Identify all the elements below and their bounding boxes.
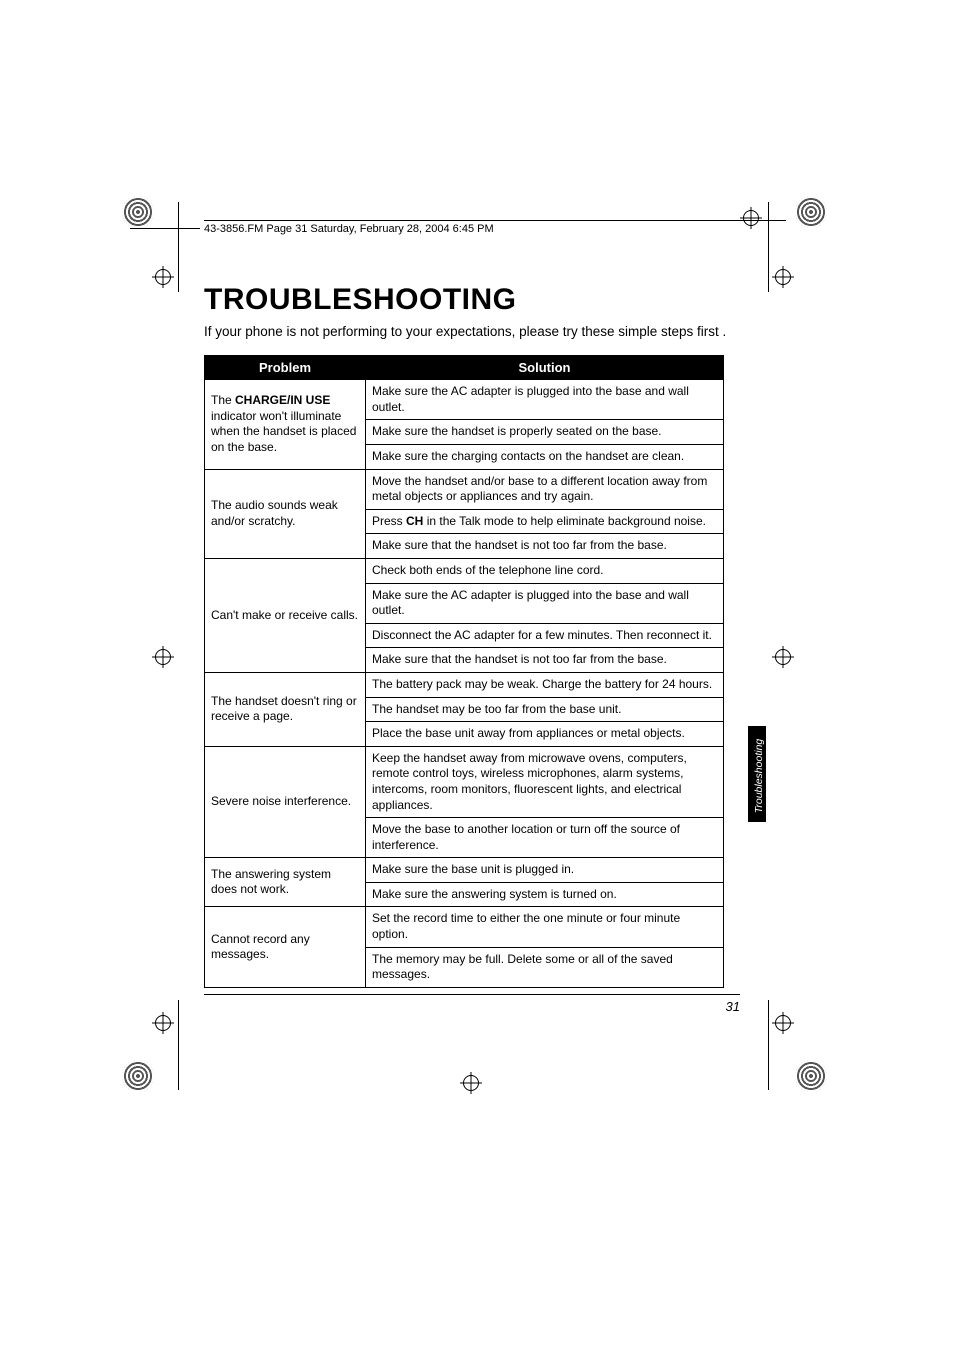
solution-cell: Make sure the base unit is plugged in. — [366, 858, 724, 883]
solution-cell: Make sure the charging contacts on the h… — [366, 445, 724, 470]
solution-cell: Press CH in the Talk mode to help elimin… — [366, 509, 724, 534]
table-row: The CHARGE/IN USE indicator won't illumi… — [205, 380, 724, 420]
page-title: Troubleshooting — [204, 283, 786, 317]
registration-mark-icon — [122, 1060, 154, 1092]
intro-paragraph: If your phone is not performing to your … — [204, 323, 786, 341]
problem-cell: Cannot record any messages. — [205, 907, 366, 987]
table-row: Severe noise interference.Keep the hands… — [205, 746, 724, 817]
problem-cell: Can't make or receive calls. — [205, 558, 366, 672]
crosshair-icon — [152, 646, 174, 668]
problem-cell: Severe noise interference. — [205, 746, 366, 858]
table-row: The answering system does not work.Make … — [205, 858, 724, 883]
registration-mark-icon — [795, 1060, 827, 1092]
table-row: Cannot record any messages.Set the recor… — [205, 907, 724, 947]
problem-cell: The CHARGE/IN USE indicator won't illumi… — [205, 380, 366, 469]
solution-cell: The memory may be full. Delete some or a… — [366, 947, 724, 987]
solution-cell: Disconnect the AC adapter for a few minu… — [366, 623, 724, 648]
solution-cell: Place the base unit away from appliances… — [366, 722, 724, 747]
solution-cell: Make sure that the handset is not too fa… — [366, 648, 724, 673]
crop-rule — [768, 1000, 769, 1090]
troubleshooting-table: Problem Solution The CHARGE/IN USE indic… — [204, 355, 724, 988]
registration-mark-icon — [122, 196, 154, 228]
crosshair-icon — [152, 1012, 174, 1034]
solution-cell: Make sure the answering system is turned… — [366, 882, 724, 907]
solution-cell: Set the record time to either the one mi… — [366, 907, 724, 947]
content-area: Troubleshooting If your phone is not per… — [204, 241, 786, 988]
solution-cell: Make sure the AC adapter is plugged into… — [366, 380, 724, 420]
crop-rule — [130, 228, 200, 229]
running-head: 43-3856.FM Page 31 Saturday, February 28… — [204, 221, 786, 241]
problem-cell: The audio sounds weak and/or scratchy. — [205, 469, 366, 558]
page-frame: 43-3856.FM Page 31 Saturday, February 28… — [204, 220, 786, 988]
crosshair-icon — [772, 1012, 794, 1034]
solution-cell: Make sure the AC adapter is plugged into… — [366, 583, 724, 623]
section-tab: Troubleshooting — [748, 726, 766, 822]
crop-rule — [178, 1000, 179, 1090]
crosshair-icon — [152, 266, 174, 288]
solution-cell: Check both ends of the telephone line co… — [366, 558, 724, 583]
registration-mark-icon — [795, 196, 827, 228]
column-header-solution: Solution — [366, 356, 724, 380]
section-tab-label: Troubleshooting — [753, 736, 765, 816]
problem-cell: The answering system does not work. — [205, 858, 366, 907]
table-row: The audio sounds weak and/or scratchy.Mo… — [205, 469, 724, 509]
column-header-problem: Problem — [205, 356, 366, 380]
crop-rule — [178, 202, 179, 292]
page-footer: 31 — [204, 994, 740, 1014]
table-row: The handset doesn't ring or receive a pa… — [205, 672, 724, 697]
solution-cell: Make sure that the handset is not too fa… — [366, 534, 724, 559]
solution-cell: Make sure the handset is properly seated… — [366, 420, 724, 445]
solution-cell: Move the base to another location or tur… — [366, 818, 724, 858]
solution-cell: The handset may be too far from the base… — [366, 697, 724, 722]
table-row: Can't make or receive calls.Check both e… — [205, 558, 724, 583]
page-number: 31 — [726, 999, 740, 1014]
crosshair-icon — [460, 1072, 482, 1094]
problem-cell: The handset doesn't ring or receive a pa… — [205, 672, 366, 746]
solution-cell: Move the handset and/or base to a differ… — [366, 469, 724, 509]
solution-cell: The battery pack may be weak. Charge the… — [366, 672, 724, 697]
solution-cell: Keep the handset away from microwave ove… — [366, 746, 724, 817]
